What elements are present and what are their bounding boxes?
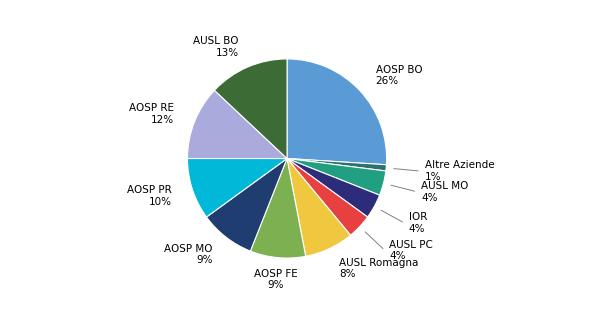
Wedge shape xyxy=(287,158,368,235)
Wedge shape xyxy=(187,90,287,158)
Wedge shape xyxy=(250,158,306,258)
Text: AOSP RE
12%: AOSP RE 12% xyxy=(129,103,174,125)
Text: AOSP FE
9%: AOSP FE 9% xyxy=(254,268,297,290)
Wedge shape xyxy=(187,158,287,217)
Text: IOR
4%: IOR 4% xyxy=(409,212,427,234)
Wedge shape xyxy=(287,158,379,217)
Text: AOSP MO
9%: AOSP MO 9% xyxy=(164,244,213,265)
Text: Altre Aziende
1%: Altre Aziende 1% xyxy=(425,160,494,182)
Wedge shape xyxy=(207,158,287,251)
Text: AUSL BO
13%: AUSL BO 13% xyxy=(193,36,239,58)
Text: AUSL Romagna
8%: AUSL Romagna 8% xyxy=(339,258,418,279)
Text: AOSP PR
10%: AOSP PR 10% xyxy=(127,185,171,207)
Wedge shape xyxy=(287,59,386,165)
Wedge shape xyxy=(287,158,386,195)
Text: AOSP BO
26%: AOSP BO 26% xyxy=(376,65,422,86)
Wedge shape xyxy=(287,158,350,256)
Wedge shape xyxy=(287,158,386,171)
Text: AUSL MO
4%: AUSL MO 4% xyxy=(421,181,469,203)
Wedge shape xyxy=(214,59,287,158)
Text: AUSL PC
4%: AUSL PC 4% xyxy=(389,240,433,261)
